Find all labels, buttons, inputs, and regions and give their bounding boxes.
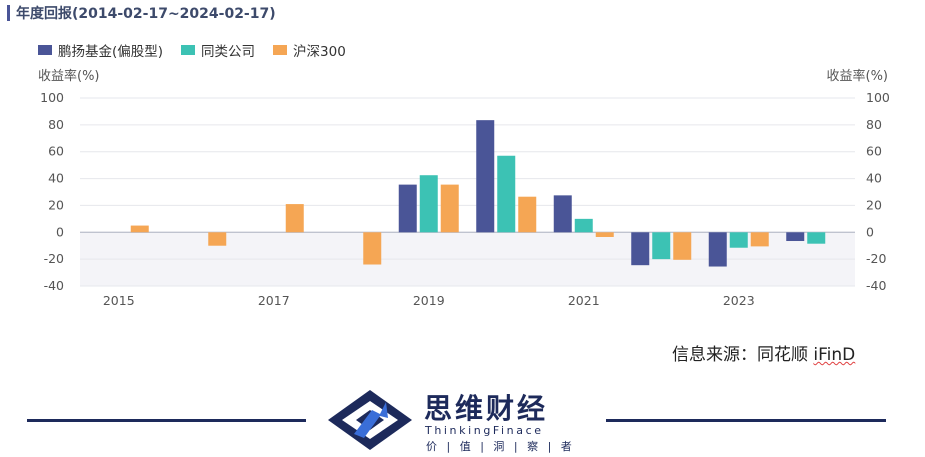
- legend-label-fund: 鹏扬基金(偏股型): [58, 44, 164, 60]
- y-tick-label-right: 100: [866, 90, 890, 105]
- legend-item-peers[interactable]: 同类公司: [181, 40, 255, 60]
- y-tick-label-left: 20: [48, 197, 64, 212]
- chart-legend: 鹏扬基金(偏股型) 同类公司 沪深300: [38, 40, 346, 60]
- y-axis-right: 100 80 60 40 20 0 -20 -40: [866, 90, 890, 293]
- title-accent-bar: [7, 5, 10, 21]
- x-tick-label: 2019: [413, 293, 445, 308]
- bar-peers-2019[interactable]: [419, 175, 438, 233]
- bar-fund-2019[interactable]: [398, 184, 417, 233]
- bar-csi300-2023[interactable]: [750, 232, 769, 247]
- y-tick-label-right: 0: [866, 224, 874, 239]
- legend-swatch-csi300: [273, 45, 288, 55]
- x-tick-label: 2017: [258, 293, 290, 308]
- y-tick-label-left: -20: [44, 251, 64, 266]
- divider-left: [27, 419, 306, 422]
- bar-csi300-2021[interactable]: [595, 232, 614, 237]
- x-tick-label: 2015: [103, 293, 135, 308]
- y-tick-label-left: 60: [48, 144, 64, 159]
- y-tick-label-left: -40: [44, 278, 64, 293]
- legend-swatch-fund: [38, 45, 52, 55]
- thinkingfinance-logo-icon: [328, 390, 412, 450]
- bar-peers-2024[interactable]: [807, 232, 826, 244]
- annual-return-chart: 100 80 60 40 20 0 -20 -40 100 80 60 40 20 0 -20 -40 20…: [38, 68, 890, 308]
- y-axis-label-left: 收益率(%): [38, 68, 100, 84]
- bar-csi300-2018[interactable]: [363, 232, 382, 265]
- y-tick-label-right: 60: [866, 144, 882, 159]
- bars: [130, 120, 826, 267]
- bar-csi300-2020[interactable]: [518, 196, 537, 233]
- legend-item-csi300[interactable]: 沪深300: [273, 40, 346, 60]
- legend-label-peers: 同类公司: [201, 44, 256, 60]
- legend-label-csi300: 沪深300: [293, 44, 346, 60]
- legend-item-fund[interactable]: 鹏扬基金(偏股型): [38, 40, 163, 60]
- y-tick-label-left: 100: [40, 90, 64, 105]
- y-tick-label-right: -40: [866, 278, 886, 293]
- divider-right: [606, 419, 886, 422]
- bar-csi300-2019[interactable]: [440, 184, 459, 233]
- bar-csi300-2022[interactable]: [673, 232, 692, 260]
- y-tick-label-left: 0: [56, 224, 64, 239]
- bar-fund-2023[interactable]: [708, 232, 727, 267]
- bar-csi300-2015[interactable]: [130, 225, 149, 233]
- bar-fund-2024[interactable]: [786, 232, 805, 242]
- y-axis-label-right: 收益率(%): [827, 68, 889, 84]
- legend-swatch-peers: [181, 45, 196, 55]
- x-axis: 2015 2017 2019 2021 2023: [103, 293, 755, 308]
- logo-english: ThinkingFinace: [425, 424, 544, 437]
- bar-fund-2020[interactable]: [476, 120, 495, 233]
- y-axis-left: 100 80 60 40 20 0 -20 -40: [40, 90, 64, 293]
- source-label: 信息来源：同花顺: [672, 345, 814, 365]
- logo-name: 思维财经: [424, 392, 549, 425]
- logo-slogan: 价 | 值 | 洞 | 察 | 者: [426, 440, 575, 453]
- x-tick-label: 2021: [568, 293, 600, 308]
- source-brand: iFinD: [813, 345, 856, 365]
- data-source-note: 信息来源：同花顺 iFinD: [672, 340, 855, 365]
- grid-lines: [80, 97, 855, 287]
- bar-peers-2021[interactable]: [574, 218, 593, 233]
- bar-csi300-2017[interactable]: [285, 204, 304, 233]
- bar-csi300-2016[interactable]: [208, 232, 227, 246]
- bar-fund-2021[interactable]: [553, 195, 572, 233]
- y-tick-label-right: 80: [866, 117, 882, 132]
- y-tick-label-left: 40: [48, 171, 64, 186]
- x-tick-label: 2023: [723, 293, 755, 308]
- bar-fund-2022[interactable]: [631, 232, 650, 266]
- page-title: 年度回报(2014-02-17~2024-02-17): [16, 6, 276, 22]
- bar-peers-2022[interactable]: [652, 232, 671, 260]
- y-tick-label-right: 40: [866, 171, 882, 186]
- y-tick-label-right: 20: [866, 197, 882, 212]
- y-tick-label-right: -20: [866, 251, 886, 266]
- y-tick-label-left: 80: [48, 117, 64, 132]
- bar-peers-2023[interactable]: [729, 232, 748, 248]
- bar-peers-2020[interactable]: [497, 155, 516, 233]
